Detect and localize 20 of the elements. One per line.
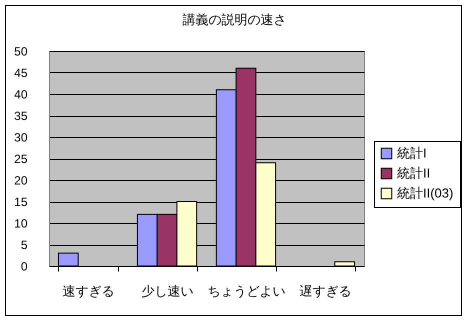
x-tick-label: 少し速い (142, 284, 194, 298)
bar (334, 261, 356, 266)
x-tick-label: 速すぎる (62, 284, 115, 298)
x-tick-label: ちょうどよい (207, 284, 286, 298)
y-tick-label: 0 (20, 260, 28, 274)
y-tick-label: 30 (14, 130, 28, 144)
y-tick-label: 45 (14, 66, 28, 80)
y-tick-label: 5 (20, 238, 28, 252)
y-tick-label: 25 (14, 152, 28, 166)
y-tick-label: 20 (14, 174, 28, 188)
y-tick-label: 15 (14, 195, 28, 209)
chart-title: 講義の説明の速さ (182, 12, 286, 27)
y-tick-label: 10 (14, 216, 28, 230)
y-tick-label: 35 (14, 109, 28, 123)
legend-label: 統計I (397, 146, 427, 160)
y-tick-label: 50 (14, 44, 28, 58)
legend-label: 統計II (397, 166, 430, 180)
y-tick-label: 40 (14, 88, 28, 102)
legend-label: 統計II(03) (397, 186, 454, 200)
x-tick-label: 遅すぎる (299, 284, 352, 298)
